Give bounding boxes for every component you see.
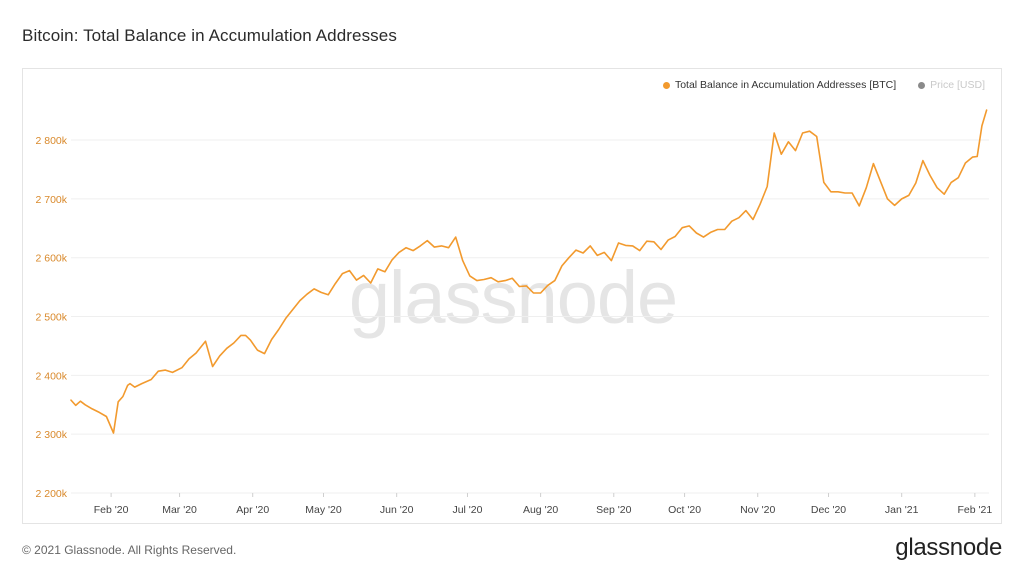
- footer-copyright: © 2021 Glassnode. All Rights Reserved.: [22, 543, 237, 557]
- x-tick-label: Sep '20: [596, 504, 631, 516]
- x-axis: Feb '20 Mar '20 Apr '20 May '20 Jun '20 Jul '…: [94, 493, 992, 516]
- x-tick-label: Jun '20: [380, 504, 414, 516]
- x-tick-label: Jul '20: [452, 504, 482, 516]
- footer-logo[interactable]: glassnode: [895, 534, 1002, 561]
- watermark: glassnode: [349, 256, 677, 339]
- legend: Total Balance in Accumulation Addresses …: [662, 79, 985, 91]
- y-tick-label: 2 800k: [35, 135, 67, 147]
- y-tick-label: 2 500k: [35, 312, 67, 324]
- x-tick-label: Nov '20: [740, 504, 775, 516]
- y-tick-label: 2 200k: [35, 488, 67, 500]
- y-axis: 2 200k 2 300k 2 400k 2 500k 2 600k 2 700k 2 80…: [35, 135, 67, 500]
- x-tick-label: Feb '20: [94, 504, 129, 516]
- legend-label-balance: Total Balance in Accumulation Addresses …: [674, 79, 897, 91]
- x-tick-label: Dec '20: [811, 504, 846, 516]
- series-dot-icon: [662, 81, 670, 89]
- legend-item-price[interactable]: Price [USD]: [918, 79, 985, 91]
- y-tick-label: 2 400k: [35, 370, 67, 382]
- x-tick-label: Apr '20: [236, 504, 269, 516]
- legend-label-price: Price [USD]: [930, 79, 985, 91]
- x-tick-label: Mar '20: [162, 504, 197, 516]
- legend-item-balance[interactable]: Total Balance in Accumulation Addresses …: [662, 79, 897, 91]
- x-tick-label: May '20: [305, 504, 342, 516]
- x-tick-label: Jan '21: [885, 504, 919, 516]
- chart: glassnode 2 200k 2 300k 2 400k 2 500k 2 600k…: [35, 109, 992, 516]
- page-title: Bitcoin: Total Balance in Accumulation A…: [22, 26, 397, 45]
- x-tick-label: Aug '20: [523, 504, 558, 516]
- x-tick-label: Feb '21: [957, 504, 992, 516]
- y-tick-label: 2 300k: [35, 429, 67, 441]
- series-layer: [70, 109, 988, 434]
- grid: [71, 139, 989, 494]
- series-dot-icon: [918, 81, 926, 89]
- chart-frame: glassnode 2 200k 2 300k 2 400k 2 500k 2 600k…: [22, 68, 1002, 524]
- y-tick-label: 2 700k: [35, 194, 67, 206]
- y-tick-label: 2 600k: [35, 253, 67, 265]
- series-line-balance: [70, 109, 988, 434]
- x-tick-label: Oct '20: [668, 504, 701, 516]
